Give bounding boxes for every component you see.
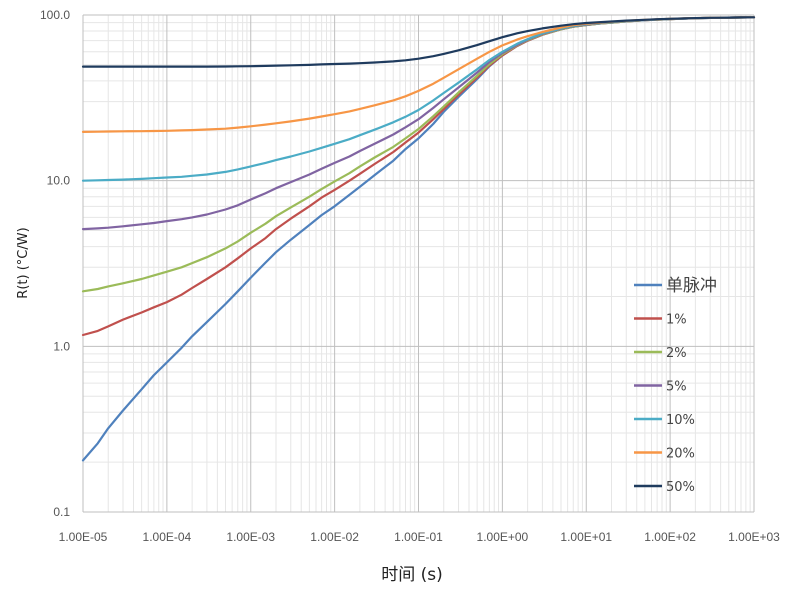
x-tick-label: 1.00E+01 <box>560 530 612 544</box>
series-lines <box>81 16 756 462</box>
y-tick-label: 10.0 <box>47 174 71 188</box>
x-tick-label: 1.00E+00 <box>477 530 529 544</box>
series-line-6 <box>81 16 756 68</box>
x-axis-title: 时间 (s) <box>381 565 443 585</box>
legend-label: 单脉冲 <box>666 276 717 296</box>
x-tick-label: 1.00E-03 <box>226 530 275 544</box>
y-axis-tick-labels: 0.1 1.0 10.0 100.0 <box>40 8 70 519</box>
plot-area <box>81 14 756 513</box>
legend-label: 1% <box>666 313 687 328</box>
x-tick-label: 1.00E-04 <box>143 530 192 544</box>
legend-label: 10% <box>666 413 695 428</box>
x-tick-label: 1.00E-01 <box>394 530 443 544</box>
legend-label: 20% <box>666 447 695 462</box>
major-gridlines <box>82 14 755 513</box>
x-tick-label: 1.00E+03 <box>728 530 780 544</box>
y-axis-title: R(t) (°C/W) <box>16 227 31 298</box>
legend-label: 50% <box>666 480 695 495</box>
y-tick-label: 0.1 <box>53 505 70 519</box>
legend-label: 5% <box>666 380 687 395</box>
x-tick-label: 1.00E-02 <box>310 530 359 544</box>
legend: 单脉冲 1% 2% 5% 10% 20% 50% <box>634 276 717 495</box>
y-tick-label: 1.0 <box>53 339 70 353</box>
legend-label: 2% <box>666 346 687 361</box>
x-axis-tick-labels: 1.00E-05 1.00E-04 1.00E-03 1.00E-02 1.00E-01… <box>59 530 781 544</box>
x-tick-label: 1.00E-05 <box>59 530 108 544</box>
y-tick-label: 100.0 <box>40 8 70 22</box>
x-tick-label: 1.00E+02 <box>644 530 696 544</box>
